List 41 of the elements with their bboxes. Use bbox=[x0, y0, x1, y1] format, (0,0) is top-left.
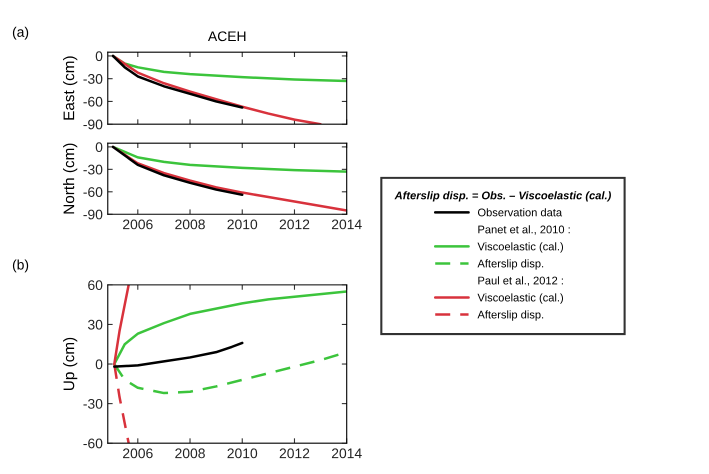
y-tick-label: 0 bbox=[96, 359, 102, 370]
legend-title: Afterslip disp. = Obs. – Viscoelastic (cal.) bbox=[394, 191, 611, 202]
text: Panet et al., 2010 : bbox=[478, 225, 570, 235]
x-tick-label: 2008 bbox=[175, 448, 205, 458]
text: (a) bbox=[12, 26, 28, 40]
x-tick-label: 2012 bbox=[280, 448, 310, 458]
y-tick-label: -30 bbox=[83, 74, 102, 84]
y-tick-label: -60 bbox=[83, 96, 102, 107]
y-axis-title: North (cm) bbox=[63, 144, 78, 214]
x-tick-label: 2014 bbox=[332, 219, 362, 230]
y-tick-label: -30 bbox=[83, 398, 102, 409]
y-tick-label: -30 bbox=[83, 164, 102, 175]
y-axis-title: Up (cm) bbox=[63, 338, 78, 390]
x-tick-label: 2006 bbox=[123, 448, 153, 458]
line-series bbox=[112, 54, 244, 109]
y-tick-label: -60 bbox=[83, 438, 102, 448]
text: Paul et al., 2012 : bbox=[478, 276, 563, 286]
x-tick-label: 2010 bbox=[228, 448, 258, 458]
y-tick-label: -90 bbox=[83, 210, 102, 220]
line-series bbox=[112, 146, 244, 196]
y-tick-label: -90 bbox=[83, 120, 102, 130]
chart-title: ACEH bbox=[208, 31, 246, 42]
legend-label: Viscoelastic (cal.) bbox=[477, 242, 563, 253]
x-tick-label: 2010 bbox=[228, 219, 258, 230]
legend-label: Afterslip disp. bbox=[477, 310, 544, 321]
x-tick-label: 2014 bbox=[332, 448, 362, 458]
legend-label: Afterslip disp. bbox=[477, 259, 544, 270]
legend-label: Observation data bbox=[478, 208, 562, 216]
y-tick-label: -60 bbox=[83, 187, 102, 197]
x-tick-label: 2006 bbox=[123, 219, 153, 230]
text: (b) bbox=[12, 259, 28, 272]
legend-label: Viscoelastic (cal.) bbox=[477, 293, 563, 304]
line-series bbox=[113, 342, 244, 368]
x-tick-label: 2008 bbox=[175, 219, 205, 230]
x-tick-label: 2012 bbox=[280, 219, 310, 230]
y-axis-title: East (cm) bbox=[63, 56, 78, 120]
y-tick-label: 60 bbox=[88, 280, 102, 290]
y-tick-label: 0 bbox=[96, 142, 102, 152]
y-tick-label: 0 bbox=[96, 51, 102, 62]
y-tick-label: 30 bbox=[88, 320, 102, 330]
line-series bbox=[112, 54, 322, 124]
